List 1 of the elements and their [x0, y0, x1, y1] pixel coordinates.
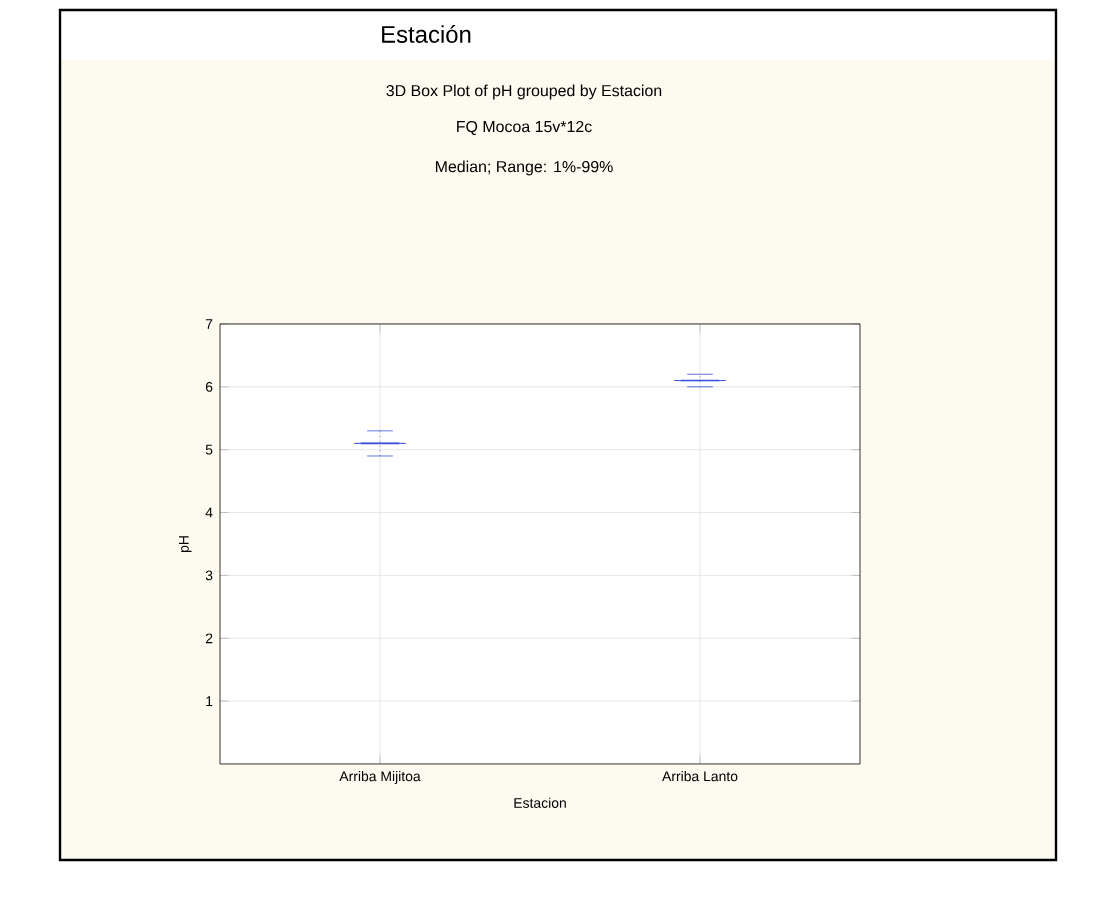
chart-title: Estación — [382, 25, 471, 43]
